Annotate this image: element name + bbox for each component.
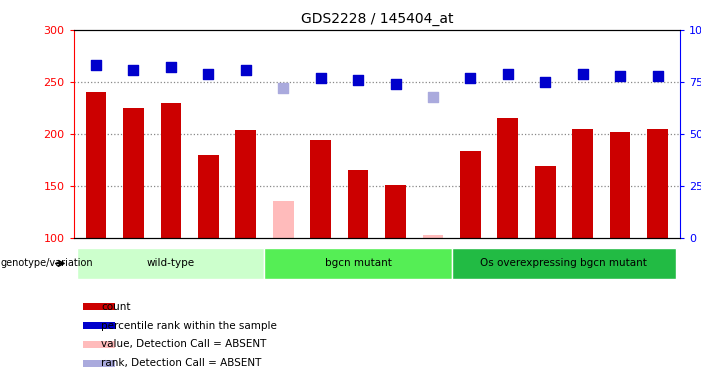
Point bbox=[203, 71, 214, 77]
Bar bbox=[423, 235, 443, 238]
Bar bbox=[498, 118, 518, 238]
Text: percentile rank within the sample: percentile rank within the sample bbox=[101, 321, 277, 331]
Text: count: count bbox=[101, 302, 130, 312]
Bar bbox=[264, 248, 451, 279]
Point bbox=[240, 66, 252, 72]
Bar bbox=[610, 132, 630, 238]
Text: Os overexpressing bgcn mutant: Os overexpressing bgcn mutant bbox=[480, 258, 648, 268]
Bar bbox=[123, 108, 144, 238]
Text: bgcn mutant: bgcn mutant bbox=[325, 258, 392, 268]
Bar bbox=[236, 130, 256, 238]
Point bbox=[165, 64, 177, 70]
Point bbox=[465, 75, 476, 81]
Bar bbox=[198, 155, 219, 238]
Bar bbox=[348, 171, 368, 238]
Point bbox=[128, 66, 139, 72]
Text: rank, Detection Call = ABSENT: rank, Detection Call = ABSENT bbox=[101, 358, 261, 368]
Point bbox=[652, 73, 663, 79]
Point bbox=[428, 94, 439, 100]
Point bbox=[90, 62, 102, 68]
Point bbox=[315, 75, 326, 81]
Text: wild-type: wild-type bbox=[147, 258, 195, 268]
Point bbox=[353, 77, 364, 83]
Point bbox=[278, 85, 289, 91]
Bar bbox=[86, 93, 107, 238]
Point bbox=[390, 81, 401, 87]
Bar bbox=[311, 140, 331, 238]
Bar bbox=[83, 322, 116, 329]
Text: value, Detection Call = ABSENT: value, Detection Call = ABSENT bbox=[101, 339, 266, 350]
Bar bbox=[273, 201, 294, 238]
Bar bbox=[647, 129, 668, 238]
Title: GDS2228 / 145404_at: GDS2228 / 145404_at bbox=[301, 12, 453, 26]
Bar bbox=[77, 248, 264, 279]
Bar bbox=[572, 129, 593, 238]
Bar bbox=[451, 248, 676, 279]
Bar bbox=[386, 185, 406, 238]
Bar bbox=[535, 166, 555, 238]
Bar bbox=[161, 103, 182, 238]
Point bbox=[615, 73, 626, 79]
Bar bbox=[460, 151, 481, 238]
Point bbox=[502, 71, 513, 77]
Text: genotype/variation: genotype/variation bbox=[1, 258, 93, 268]
Point bbox=[577, 71, 588, 77]
Bar bbox=[83, 303, 116, 310]
Bar bbox=[83, 341, 116, 348]
Point bbox=[540, 79, 551, 85]
Bar bbox=[83, 360, 116, 367]
